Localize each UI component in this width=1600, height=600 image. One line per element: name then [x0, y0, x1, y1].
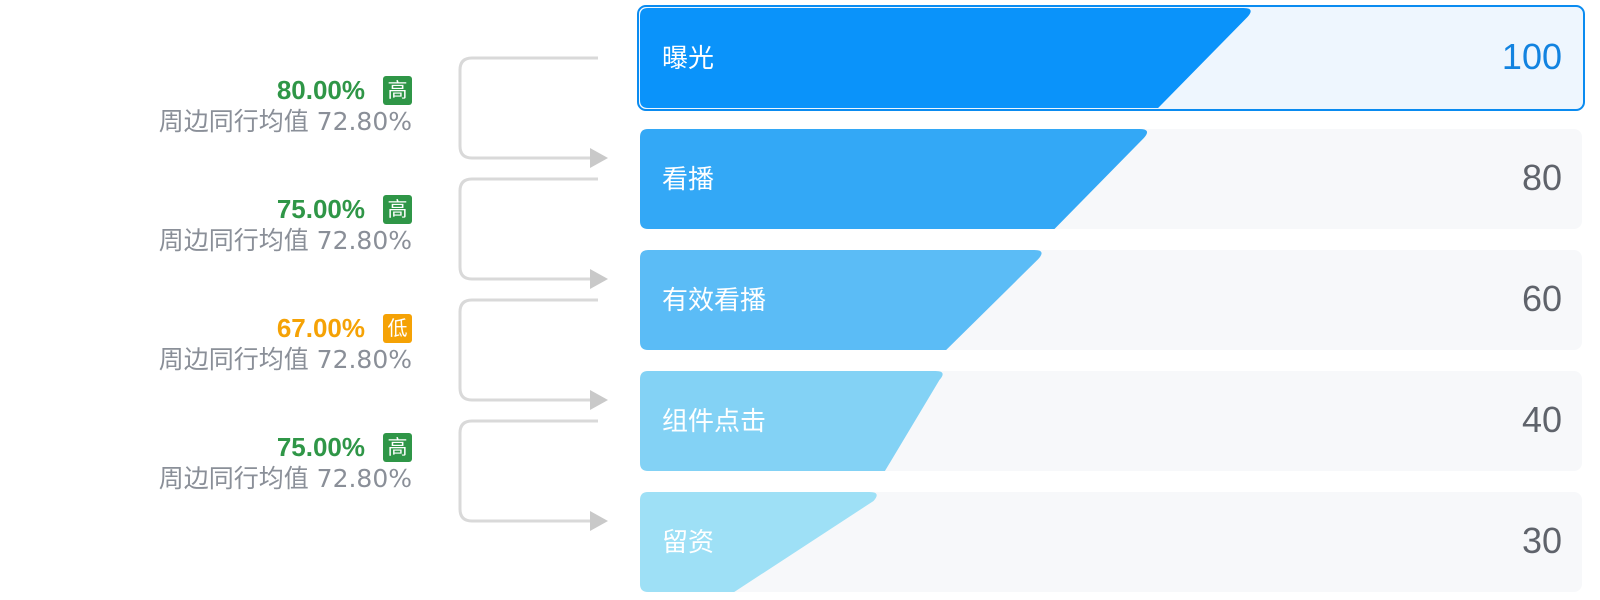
funnel-stage: 组件点击 40 [640, 371, 1582, 471]
arrow-icon [590, 148, 608, 168]
connector-line [458, 56, 598, 160]
level-badge: 高 [383, 194, 412, 224]
conversion-connector [458, 419, 608, 531]
arrow-icon [590, 269, 608, 289]
arrow-icon [590, 390, 608, 410]
stage-label: 看播 [662, 165, 714, 195]
stage-value: 80 [1522, 157, 1562, 198]
level-badge: 高 [383, 75, 412, 105]
funnel-stage: 留资 30 [640, 492, 1582, 592]
conversion-item: 75.00% 高周边同行均值 72.80% [159, 193, 412, 257]
peer-average: 周边同行均值 72.80% [158, 464, 412, 493]
conversion-rate: 80.00% [276, 74, 365, 105]
stage-value: 30 [1522, 520, 1562, 561]
conversion-connector [458, 298, 608, 410]
conversion-connector [458, 177, 608, 289]
conversion-rate: 67.00% [276, 312, 365, 343]
stage-bar [640, 492, 877, 592]
funnel-stage: 有效看播 60 [640, 250, 1582, 350]
stage-label: 曝光 [662, 44, 714, 74]
stage-bar [640, 8, 1251, 108]
conversion-item: 80.00% 高周边同行均值 72.80% [159, 74, 412, 138]
stage-bar [640, 371, 943, 471]
connector-line [458, 298, 598, 402]
conversion-item: 67.00% 低周边同行均值 72.80% [159, 312, 412, 376]
arrow-icon [590, 511, 608, 531]
conversion-connector [458, 56, 608, 168]
stage-label: 留资 [662, 528, 714, 558]
level-badge: 高 [383, 432, 412, 462]
stage-bar [640, 129, 1148, 229]
stage-label: 组件点击 [662, 407, 766, 437]
level-badge: 低 [383, 313, 412, 343]
stage-value: 60 [1522, 278, 1562, 319]
rate-line: 80.00% 高 [159, 74, 412, 106]
peer-average: 周边同行均值 72.80% [158, 226, 412, 255]
funnel-stage: 看播 80 [640, 129, 1582, 229]
rate-line: 67.00% 低 [159, 312, 412, 344]
peer-average: 周边同行均值 72.80% [158, 345, 412, 374]
stage-bar [640, 250, 1042, 350]
connector-line [458, 419, 598, 523]
conversion-item: 75.00% 高周边同行均值 72.80% [159, 431, 412, 495]
stage-label: 有效看播 [662, 286, 766, 316]
stage-track [640, 492, 1582, 592]
conversion-rate: 75.00% [276, 193, 365, 224]
conversion-rate: 75.00% [276, 431, 365, 462]
funnel-stage: 曝光 100 [637, 5, 1585, 111]
connector-line [458, 177, 598, 281]
stage-value: 40 [1522, 399, 1562, 440]
stage-value: 100 [1502, 36, 1562, 77]
peer-average: 周边同行均值 72.80% [158, 107, 412, 136]
rate-line: 75.00% 高 [159, 431, 412, 463]
rate-line: 75.00% 高 [159, 193, 412, 225]
